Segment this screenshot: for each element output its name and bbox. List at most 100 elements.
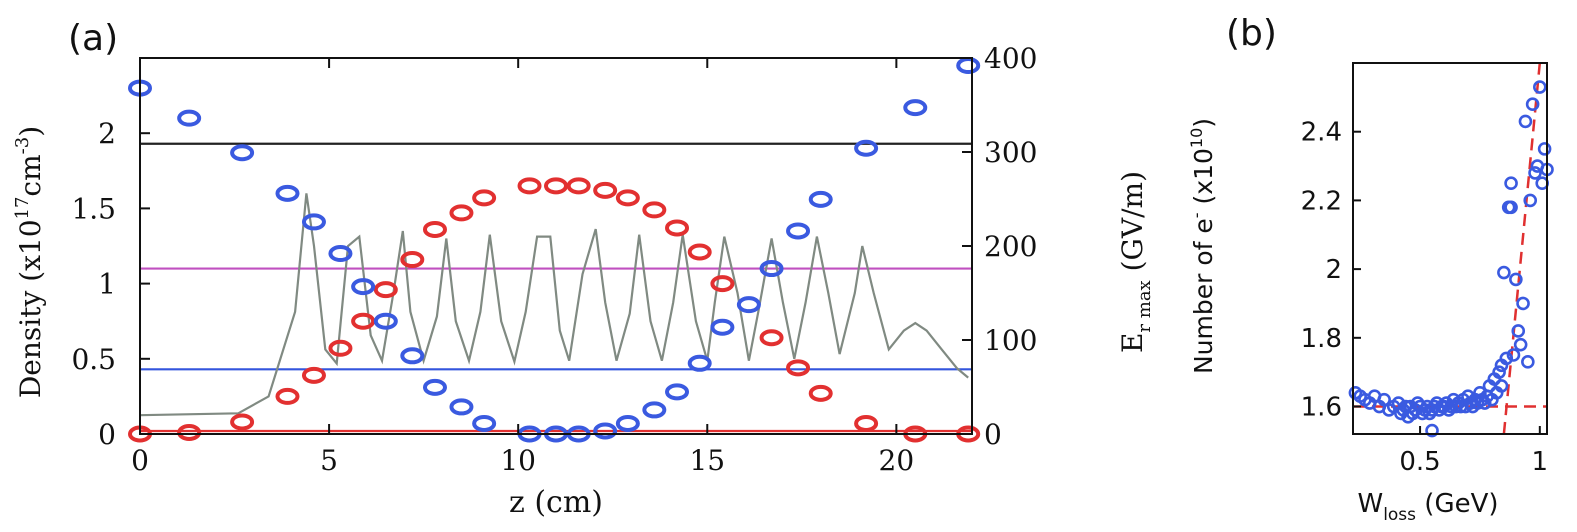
panel-b-y-axis-label: Number of e- (x1010) [1187, 118, 1218, 374]
series-0-point-9 [422, 220, 447, 238]
y2-tick-label-1: 100 [984, 324, 1037, 357]
panel-b-plot-frame [1352, 62, 1548, 435]
series-1-point-25 [854, 139, 879, 157]
b-series-0-point-61 [1509, 272, 1523, 287]
b-series-0-point-58 [1504, 176, 1518, 191]
fit-line-1 [1502, 62, 1542, 435]
series-0-point-21 [759, 329, 784, 347]
y2-tick-label-3: 300 [984, 136, 1037, 169]
series-1-point-7 [373, 312, 398, 330]
series-0-point-12 [517, 177, 542, 195]
b-series-0-point-66 [1521, 355, 1535, 369]
panel-a-label: (a) [68, 18, 118, 59]
x-tick-label-3: 15 [689, 444, 725, 477]
series-1-point-2 [230, 144, 255, 162]
series-1-point-16 [615, 414, 640, 432]
series-0-point-10 [449, 204, 474, 222]
y2-tick-label-4: 400 [984, 42, 1037, 75]
series-1-point-4 [301, 213, 326, 231]
panel-b-fit-lines [1353, 62, 1547, 435]
series-1-point-20 [710, 318, 735, 336]
series-1-point-23 [786, 222, 811, 240]
series-0-point-7 [373, 281, 398, 299]
series-0-point-24 [854, 414, 879, 432]
field-curve-line [139, 193, 969, 417]
series-1-point-9 [422, 378, 447, 396]
series-1-point-19 [687, 354, 712, 372]
b-x-tick-label-1: 1 [1532, 447, 1549, 477]
series-1-point-27 [956, 57, 981, 75]
b-series-0-point-62 [1511, 324, 1526, 338]
panel-a-right-axis-label: Er max (GV/m) [1116, 171, 1155, 353]
x-tick-label-1: 5 [320, 444, 338, 477]
series-1-point-26 [903, 99, 928, 117]
series-0-point-23 [808, 384, 833, 402]
series-0-point-20 [710, 275, 735, 293]
b-y-tick-label-4: 2.4 [1301, 118, 1342, 148]
b-y-tick-label-3: 2.2 [1301, 186, 1342, 216]
panel-b-data-points [1348, 80, 1554, 438]
series-0-point-8 [400, 251, 425, 269]
series-0-point-5 [328, 339, 353, 357]
y-tick-label-4: 2 [98, 117, 116, 150]
b-series-0-point-54 [1494, 379, 1509, 393]
y2-tick-label-0: 0 [984, 418, 1002, 451]
b-y-tick-label-1: 1.8 [1301, 324, 1342, 354]
x-tick-label-4: 20 [879, 444, 915, 477]
series-0-point-15 [593, 181, 618, 199]
b-series-0-point-56 [1499, 351, 1514, 366]
b-x-tick-label-0: 0.5 [1399, 447, 1440, 477]
b-series-0-point-64 [1516, 296, 1530, 311]
series-0-point-22 [786, 359, 811, 377]
panel-b-x-axis-label: Wloss (GeV) [1357, 489, 1498, 525]
b-series-0-point-24 [1425, 423, 1439, 438]
b-series-0-point-68 [1525, 97, 1540, 112]
b-series-0-point-52 [1492, 365, 1506, 379]
y-tick-label-3: 1.5 [71, 192, 116, 225]
x-tick-label-0: 0 [131, 444, 149, 477]
series-0-point-13 [544, 177, 568, 195]
b-series-0-point-73 [1537, 142, 1552, 156]
series-0-point-11 [472, 189, 497, 207]
series-0-point-3 [275, 387, 300, 405]
y-tick-label-2: 1 [98, 268, 116, 301]
series-1-point-21 [736, 296, 761, 314]
series-0-point-17 [642, 201, 667, 219]
series-1-point-17 [642, 401, 667, 419]
panel-a-x-axis-label: z (cm) [509, 485, 603, 520]
series-0-point-16 [615, 189, 640, 207]
series-1-point-18 [665, 383, 690, 401]
series-0-point-14 [566, 177, 591, 195]
series-0-point-19 [687, 243, 712, 261]
series-1-point-10 [449, 398, 474, 416]
series-0-point-2 [230, 413, 255, 431]
series-1-point-15 [593, 422, 618, 440]
b-series-0-point-69 [1528, 166, 1542, 180]
panel-a-plot-frame [139, 57, 973, 435]
series-1-point-1 [177, 109, 202, 127]
b-series-0-point-32 [1444, 399, 1458, 414]
series-1-point-11 [472, 414, 497, 432]
y-tick-label-1: 0.5 [71, 343, 116, 376]
series-0-point-18 [665, 219, 690, 237]
b-series-0-point-46 [1477, 396, 1492, 410]
panel-b-label: (b) [1226, 13, 1277, 54]
b-series-0-point-55 [1497, 265, 1511, 280]
series-1-point-8 [400, 347, 425, 365]
x-tick-label-2: 10 [500, 444, 536, 477]
series-1-point-5 [328, 245, 353, 263]
b-series-0-point-63 [1513, 337, 1528, 352]
y2-tick-label-2: 200 [984, 230, 1037, 263]
b-series-0-point-65 [1518, 114, 1533, 129]
b-series-0-point-67 [1523, 193, 1538, 208]
panel-a-field-curve [139, 193, 969, 417]
b-series-0-point-59 [1504, 200, 1518, 215]
panel-a-data-points [128, 57, 981, 443]
series-1-point-24 [808, 190, 833, 208]
y-tick-label-0: 0 [98, 418, 116, 451]
panel-b-ticks: 0.5 1 1.6 1.8 2 2.2 2.4 [1301, 118, 1548, 477]
series-0-point-6 [351, 312, 376, 330]
